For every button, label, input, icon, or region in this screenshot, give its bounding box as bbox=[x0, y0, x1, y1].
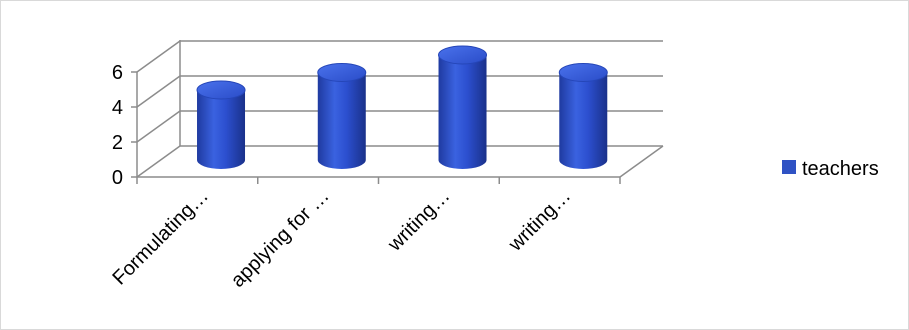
bar-body bbox=[559, 72, 608, 169]
y-tick-labels: 0 2 4 6 bbox=[112, 62, 123, 189]
bar-top bbox=[317, 62, 367, 82]
bar-body bbox=[317, 72, 366, 169]
legend: teachers bbox=[782, 158, 879, 180]
legend-swatch bbox=[782, 160, 796, 174]
bars bbox=[196, 45, 608, 169]
x-category-label: writing… bbox=[504, 185, 575, 256]
bar-top bbox=[196, 80, 246, 100]
bar-cylinder bbox=[438, 45, 488, 169]
bar-body bbox=[438, 54, 487, 169]
floor-right-edge bbox=[619, 145, 664, 178]
bar-body bbox=[197, 89, 246, 169]
bar-cylinder bbox=[317, 62, 367, 169]
y-tick-label: 2 bbox=[112, 132, 123, 154]
bar-top bbox=[438, 45, 488, 65]
gridline-side bbox=[136, 75, 181, 108]
axes bbox=[131, 71, 621, 184]
x-category-label: applying for … bbox=[227, 185, 334, 292]
x-category-label: Formulating… bbox=[109, 185, 213, 289]
gridline-side bbox=[136, 40, 181, 73]
x-category-label: writing… bbox=[383, 185, 454, 256]
y-tick-label: 6 bbox=[112, 62, 123, 84]
gridline-side bbox=[136, 145, 181, 178]
x-tick-labels: Formulating… applying for … writing… writin… bbox=[109, 185, 576, 292]
y-tick-label: 0 bbox=[112, 167, 123, 189]
bar-cylinder bbox=[558, 62, 608, 169]
chart-walls bbox=[179, 40, 664, 178]
bar-top bbox=[558, 62, 608, 82]
bar-cylinder bbox=[196, 80, 246, 169]
gridline-side bbox=[136, 110, 181, 143]
legend-label: teachers bbox=[802, 158, 879, 180]
y-tick-label: 4 bbox=[112, 97, 123, 119]
